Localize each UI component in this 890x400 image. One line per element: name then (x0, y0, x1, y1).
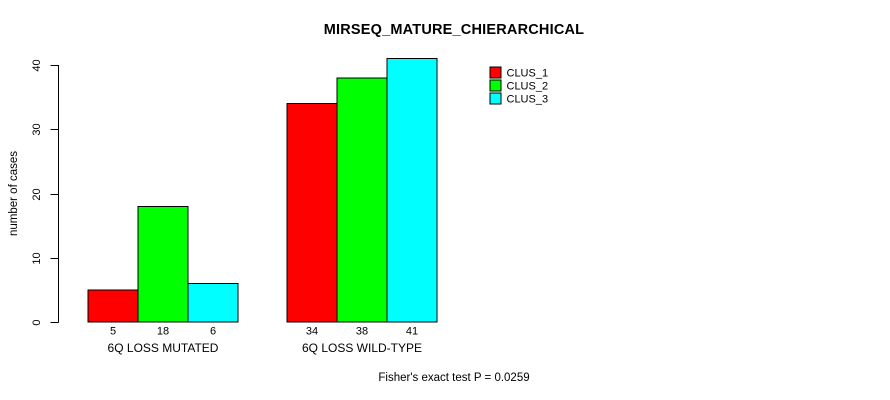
bar-clus_1-1 (87, 289, 139, 323)
y-tick-label: 10 (31, 252, 43, 264)
legend-swatch-clus_2 (489, 79, 502, 92)
legend-swatch-clus_3 (489, 92, 502, 105)
bar-clus_2-2 (336, 77, 388, 323)
bar-value-label: 41 (406, 326, 418, 338)
bar-clus_3-1 (187, 282, 239, 323)
bar-value-label: 18 (157, 326, 169, 338)
legend-label: CLUS_3 (507, 94, 549, 106)
y-tick-label: 40 (31, 59, 43, 71)
bar-value-label: 5 (110, 326, 116, 338)
bar-value-label: 34 (306, 326, 318, 338)
legend-swatch-clus_1 (489, 66, 502, 79)
annotation-text: Fisher's exact test P = 0.0259 (378, 372, 530, 384)
y-tick-label: 30 (31, 123, 43, 135)
legend-label: CLUS_2 (507, 81, 549, 93)
x-category-label: 6Q LOSS MUTATED (108, 341, 219, 355)
bar-value-label: 38 (356, 326, 368, 338)
bar-clus_3-2 (386, 58, 438, 323)
y-axis-label: number of cases (8, 151, 20, 236)
chart-title: MIRSEQ_MATURE_CHIERARCHICAL (323, 22, 585, 38)
bar-clus_1-2 (286, 103, 338, 323)
x-category-label: 6Q LOSS WILD-TYPE (302, 341, 422, 355)
y-tick-label: 0 (31, 319, 43, 325)
bar-clus_2-1 (137, 205, 189, 323)
bar-value-label: 6 (210, 326, 216, 338)
y-tick-label: 20 (31, 188, 43, 200)
legend-label: CLUS_1 (507, 68, 549, 80)
